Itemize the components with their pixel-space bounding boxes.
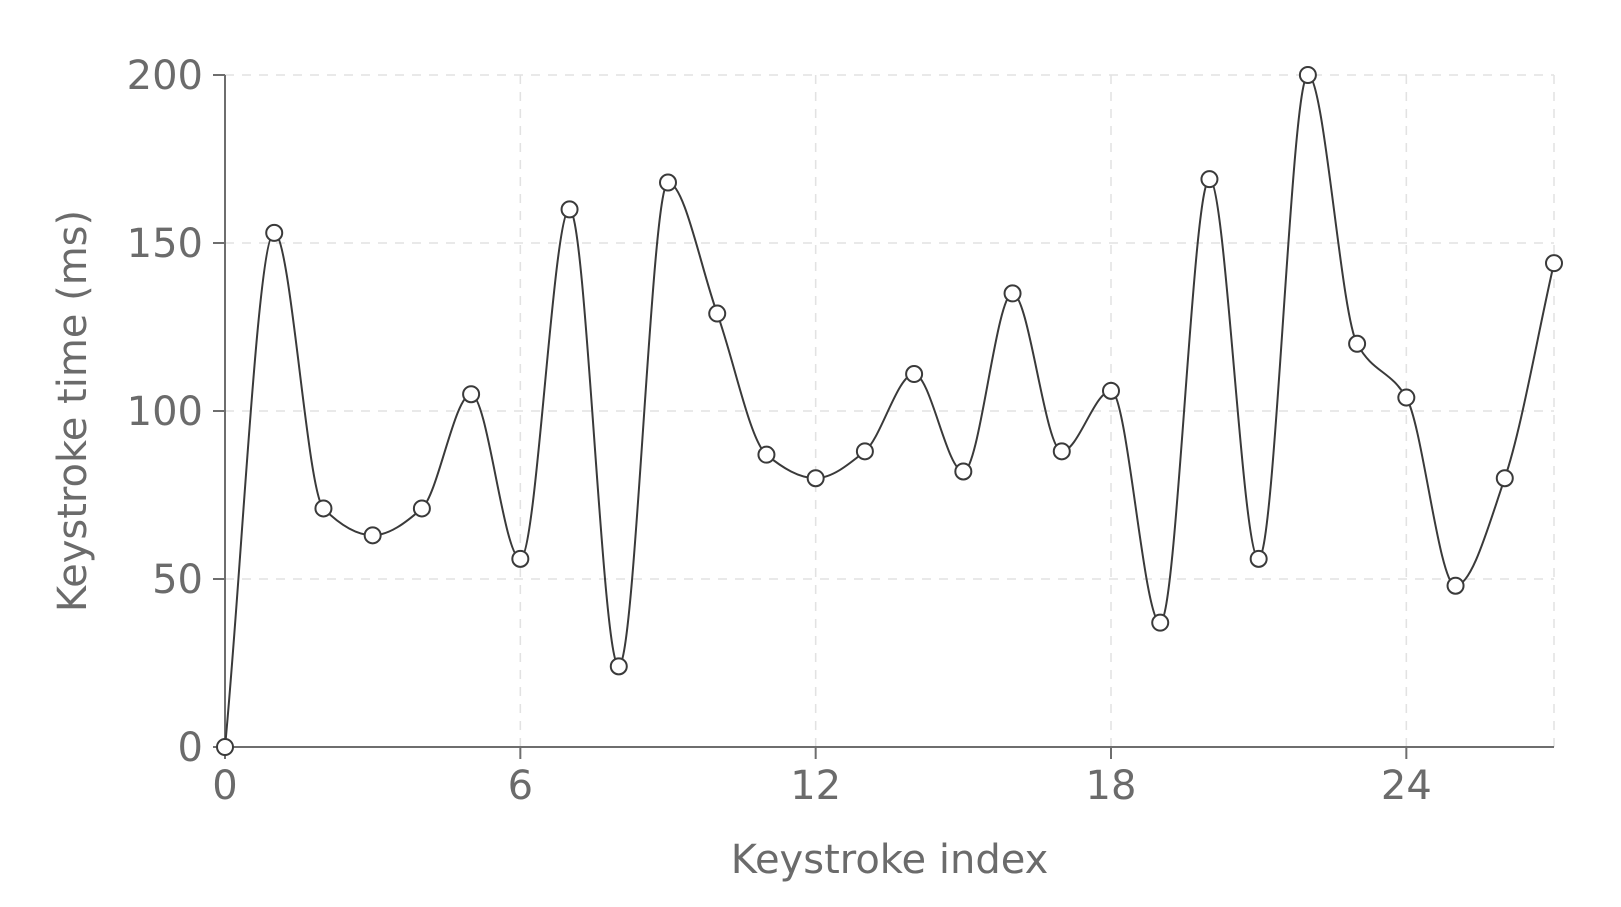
- data-point-3[interactable]: [363, 526, 382, 545]
- y-tick-label-100: 100: [127, 389, 203, 435]
- data-point-2[interactable]: [314, 499, 333, 518]
- ticks: 0 50 100 150 200 0 6 12 18 24: [127, 53, 1432, 809]
- x-tick-label-12: 12: [790, 763, 841, 809]
- data-points: [216, 66, 1563, 756]
- y-tick-label-0: 0: [178, 725, 203, 771]
- data-point-1[interactable]: [265, 223, 284, 242]
- data-point-26[interactable]: [1495, 469, 1514, 488]
- data-point-11[interactable]: [757, 445, 776, 464]
- y-tick-label-150: 150: [127, 221, 203, 267]
- data-point-13[interactable]: [855, 442, 874, 461]
- data-point-8[interactable]: [609, 657, 628, 676]
- data-point-5[interactable]: [462, 385, 481, 404]
- data-point-6[interactable]: [511, 549, 530, 568]
- data-point-0[interactable]: [216, 738, 234, 756]
- data-point-24[interactable]: [1397, 388, 1416, 407]
- data-point-25[interactable]: [1446, 576, 1465, 595]
- x-tick-label-0: 0: [212, 763, 237, 809]
- data-point-16[interactable]: [1003, 284, 1022, 303]
- data-point-9[interactable]: [659, 173, 677, 192]
- data-point-17[interactable]: [1052, 442, 1071, 461]
- grid: [225, 74, 1555, 747]
- data-point-23[interactable]: [1348, 334, 1367, 353]
- data-point-10[interactable]: [708, 304, 727, 323]
- x-axis-title: Keystroke index: [731, 837, 1049, 883]
- data-point-19[interactable]: [1151, 613, 1170, 632]
- data-point-7[interactable]: [560, 200, 579, 219]
- y-tick-label-200: 200: [127, 53, 203, 99]
- data-point-20[interactable]: [1200, 170, 1219, 189]
- y-tick-label-50: 50: [152, 557, 203, 603]
- data-point-14[interactable]: [905, 365, 924, 384]
- data-point-27[interactable]: [1545, 254, 1563, 273]
- data-point-22[interactable]: [1298, 66, 1317, 84]
- data-point-21[interactable]: [1249, 549, 1268, 568]
- y-axis-title: Keystroke time (ms): [50, 210, 96, 612]
- data-point-15[interactable]: [954, 462, 973, 481]
- data-point-12[interactable]: [806, 469, 825, 488]
- data-point-18[interactable]: [1102, 381, 1120, 400]
- x-tick-label-18: 18: [1086, 763, 1137, 809]
- x-tick-label-6: 6: [508, 763, 533, 809]
- data-point-4[interactable]: [412, 499, 431, 518]
- x-tick-label-24: 24: [1381, 763, 1432, 809]
